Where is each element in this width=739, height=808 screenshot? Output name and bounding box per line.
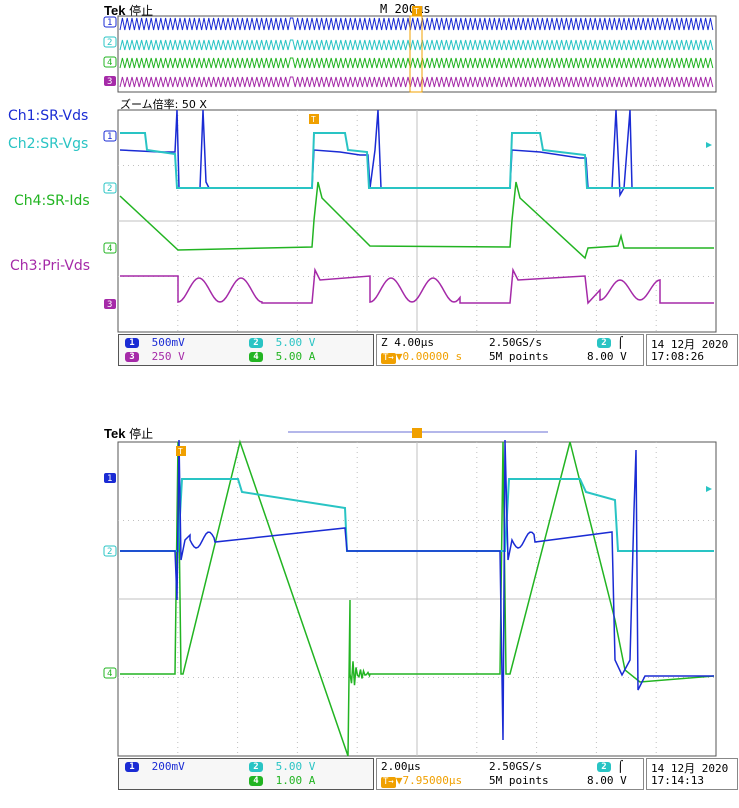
bottom-ch2-badge: 2 xyxy=(249,762,263,772)
bottom-grid xyxy=(118,442,716,756)
overview-ch4-num: 4 xyxy=(107,58,112,68)
top-ch3-badge: 3 xyxy=(125,352,139,362)
top-trigger-pos-icon: T→ xyxy=(381,353,396,364)
bottom-trigger-pos-icon: T→ xyxy=(381,777,396,788)
svg-text:1: 1 xyxy=(107,474,112,484)
top-grid xyxy=(118,110,716,332)
top-status-bar: 1 500mV 2 5.00 V 3 250 V 4 5.00 A xyxy=(118,334,374,366)
svg-text:2: 2 xyxy=(107,547,112,557)
bottom-timing-box: 2.00µs 2.50GS/s 2 ⌠ T→ ▼7.95000µs 5M point… xyxy=(376,758,644,790)
top-ch3-scale: 250 V xyxy=(151,350,185,363)
bottom-status-bar: 1 200mV 2 5.00 V 4 1.00 A xyxy=(118,758,374,790)
bottom-ch4-marker xyxy=(103,667,117,679)
bottom-trigger-marker: T xyxy=(176,446,186,456)
top-datetime-box: 14 12月 2020 17:08:26 xyxy=(646,334,738,366)
overview-ch1-marker xyxy=(103,16,117,28)
trigger-edge-icon: ⌠ xyxy=(617,336,624,349)
overview-ch3-marker xyxy=(104,76,116,86)
top-ch1-marker xyxy=(103,130,117,142)
bottom-ch1-trace xyxy=(120,439,714,741)
overview-ch4-trace xyxy=(119,57,714,69)
bottom-brand: Tek 停止 xyxy=(104,426,154,441)
overview-ch2-num: 2 xyxy=(107,38,112,48)
svg-text:T: T xyxy=(178,447,183,456)
side-label-ch3: Ch3:Pri-Vds xyxy=(10,258,91,274)
overview-ch3-num: 3 xyxy=(107,77,112,87)
bottom-trigger-pos: ▼7.95000µs xyxy=(395,774,463,787)
side-label-ch4: Ch4:SR-Ids xyxy=(14,193,90,209)
top-brand: Tek 停止 xyxy=(104,3,154,18)
svg-text:3: 3 xyxy=(107,300,112,310)
top-ch3-marker xyxy=(104,299,116,309)
bottom-sample-rate: 2.50GS/s xyxy=(489,760,542,773)
top-ch4-badge: 4 xyxy=(249,352,263,362)
svg-text:2: 2 xyxy=(107,184,112,194)
bottom-ch1-badge: 1 xyxy=(125,762,139,772)
bottom-date: 14 12月 2020 xyxy=(651,762,729,775)
top-trigger-level-icon xyxy=(706,142,712,148)
top-date: 14 12月 2020 xyxy=(651,338,729,351)
top-trig-ch: 2 xyxy=(597,338,611,348)
top-record-length: 5M points xyxy=(489,350,549,363)
bottom-ch4-scale: 1.00 A xyxy=(275,774,316,787)
overview-ch1-num: 1 xyxy=(107,18,112,28)
bottom-ch2-scale: 5.00 V xyxy=(275,760,316,773)
top-ch3-trace xyxy=(120,267,714,305)
top-zoom-time: Z 4.00µs xyxy=(381,336,434,349)
bottom-trigger-level-icon xyxy=(706,486,712,492)
bottom-ch4-badge: 4 xyxy=(249,776,263,786)
svg-text:4: 4 xyxy=(107,244,112,254)
bottom-time: 17:14:13 xyxy=(651,774,704,787)
side-label-ch2: Ch2:SR-Vgs xyxy=(8,136,89,152)
bottom-center-marker xyxy=(412,428,422,438)
bottom-ch2-marker xyxy=(103,545,117,557)
top-ch2-badge: 2 xyxy=(249,338,263,348)
overview-ch1-trace xyxy=(119,17,714,31)
overview-ch4-marker xyxy=(103,56,117,68)
top-ch2-marker xyxy=(103,182,117,194)
top-trigger-pos: ▼0.00000 s xyxy=(395,350,463,363)
top-zoom-label: ズーム倍率: 50 X xyxy=(120,98,207,111)
top-trigger-marker: T xyxy=(309,114,319,124)
bottom-ch1-marker xyxy=(104,473,116,483)
bottom-plot: 1 2 4 T xyxy=(103,428,717,757)
svg-text:1: 1 xyxy=(107,132,112,142)
bottom-record-length: 5M points xyxy=(489,774,549,787)
svg-text:4: 4 xyxy=(107,669,112,679)
top-ch1-badge: 1 xyxy=(125,338,139,348)
top-ch2-scale: 5.00 V xyxy=(275,336,316,349)
side-label-ch1: Ch1:SR-Vds xyxy=(8,108,89,124)
top-ch4-scale: 5.00 A xyxy=(275,350,316,363)
bottom-datetime-box: 14 12月 2020 17:14:13 xyxy=(646,758,738,790)
overview-ch2-marker xyxy=(103,36,117,48)
top-ch2-trace xyxy=(120,132,714,189)
top-sample-rate: 2.50GS/s xyxy=(489,336,542,349)
bottom-ch1-scale: 200mV xyxy=(151,760,185,773)
overview-ch2-trace xyxy=(119,39,714,51)
bottom-time-div: 2.00µs xyxy=(381,760,421,773)
overview-ch3-trace xyxy=(119,76,714,88)
top-ch4-trace xyxy=(119,181,714,260)
top-time: 17:08:26 xyxy=(651,350,704,363)
bottom-trig-ch: 2 xyxy=(597,762,611,772)
overview-trigger-marker: T xyxy=(412,6,422,16)
top-run-state: 停止 xyxy=(129,4,154,18)
svg-text:T: T xyxy=(414,7,419,16)
top-trig-level: 8.00 V xyxy=(587,350,627,363)
top-ch4-marker xyxy=(103,242,117,254)
svg-text:T: T xyxy=(311,115,316,124)
bottom-run-state: 停止 xyxy=(129,427,154,441)
bottom-trig-level: 8.00 V xyxy=(587,774,627,787)
trigger-edge-icon-2: ⌠ xyxy=(617,760,624,773)
top-overview-plot: 1 2 4 3 T 1 2 4 3 T xyxy=(103,6,717,333)
top-timing-box: Z 4.00µs 2.50GS/s 2 ⌠ T→ ▼0.00000 s 5M poi… xyxy=(376,334,644,366)
top-ch1-scale: 500mV xyxy=(151,336,185,349)
